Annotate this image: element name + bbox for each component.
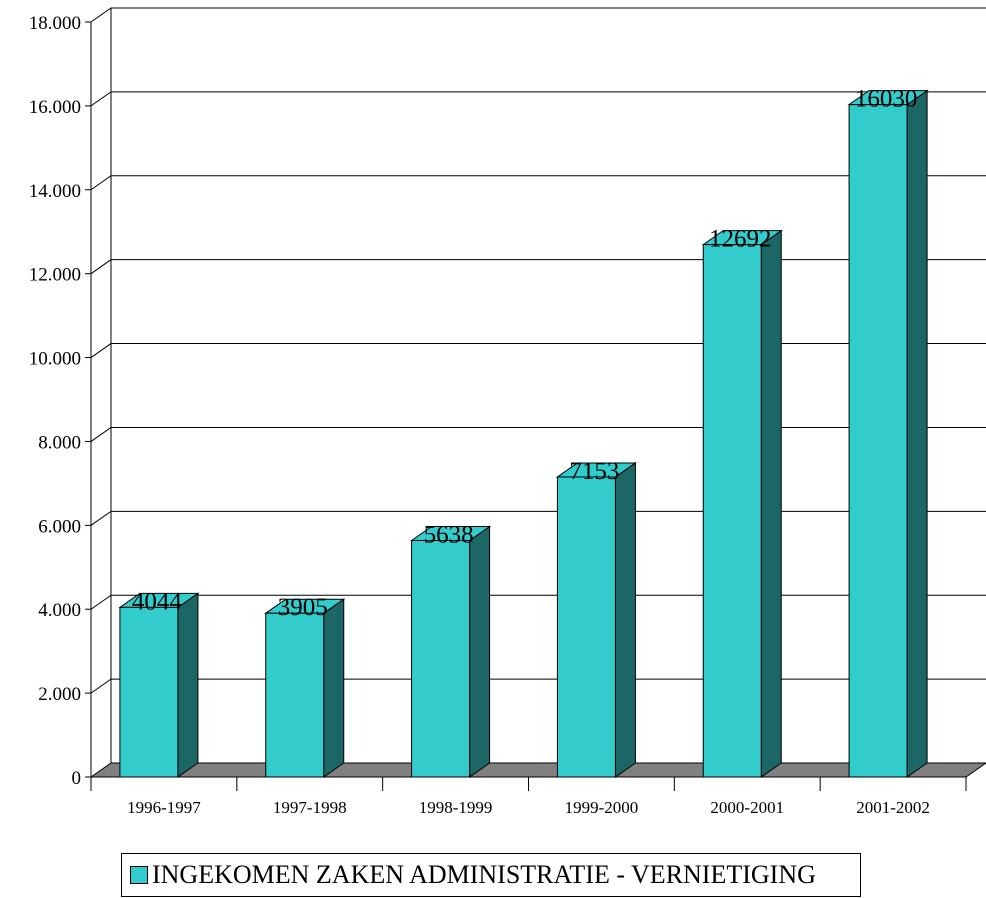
legend: INGEKOMEN ZAKEN ADMINISTRATIE - VERNIETI…	[121, 853, 861, 897]
bar-side	[177, 592, 199, 778]
axes	[85, 8, 967, 791]
bar-side	[906, 89, 928, 778]
x-category-labels: 1996-1997 1997-1998 1998-1999 1999-2000 2000…	[127, 798, 930, 817]
y-tick-label: 0	[72, 768, 82, 789]
bar-1999-2000: 7153	[555, 458, 638, 778]
bar-front	[411, 540, 471, 778]
y-tick-label: 2.000	[38, 684, 81, 705]
x-category-label: 1998-1999	[419, 798, 493, 817]
x-category-label: 1996-1997	[127, 798, 201, 817]
y-tick-label: 16.000	[29, 97, 81, 118]
y-tick-label: 8.000	[38, 432, 81, 453]
bar-side	[614, 462, 636, 778]
bar-side	[760, 229, 782, 778]
x-category-label: 2000-2001	[710, 798, 784, 817]
y-tick-label: 12.000	[29, 265, 81, 286]
bar-front	[556, 476, 616, 778]
bar-2001-2002: 16030	[847, 86, 929, 778]
data-label: 7153	[569, 458, 619, 485]
data-label: 16030	[855, 86, 918, 113]
bar-1998-1999: 5638	[409, 522, 492, 778]
bars: 4044 3905 5638 7153 12692 16030	[118, 86, 929, 778]
legend-label: INGEKOMEN ZAKEN ADMINISTRATIE - VERNIETI…	[152, 860, 816, 889]
x-category-label: 2001-2002	[856, 798, 930, 817]
y-tick-label: 10.000	[29, 349, 81, 370]
bar-front	[702, 244, 762, 778]
bar-front	[265, 612, 325, 778]
bar-2000-2001: 12692	[701, 226, 783, 778]
data-label: 3905	[278, 594, 328, 621]
bar-front	[848, 104, 908, 778]
legend-swatch	[130, 866, 148, 884]
bar-1996-1997: 4044	[118, 588, 200, 778]
y-tick-label: 14.000	[29, 181, 81, 202]
gridline	[90, 7, 986, 23]
bar-1997-1998: 3905	[264, 594, 346, 778]
bar-chart: 0 2.000 4.000 6.000 8.000 10.000 12.000 14.000 1…	[29, 7, 986, 817]
y-tick-label: 18.000	[29, 13, 81, 34]
x-category-label: 1997-1998	[273, 798, 347, 817]
data-label: 5638	[424, 522, 474, 549]
bar-side	[323, 598, 345, 778]
bar-front	[119, 606, 179, 778]
x-category-label: 1999-2000	[565, 798, 639, 817]
data-label: 4044	[132, 588, 183, 615]
y-tick-label: 6.000	[38, 516, 81, 537]
data-label: 12692	[709, 226, 772, 253]
y-tick-label: 4.000	[38, 600, 81, 621]
bar-side	[469, 525, 491, 778]
y-tick-labels: 0 2.000 4.000 6.000 8.000 10.000 12.000 14.000 1…	[29, 13, 81, 789]
